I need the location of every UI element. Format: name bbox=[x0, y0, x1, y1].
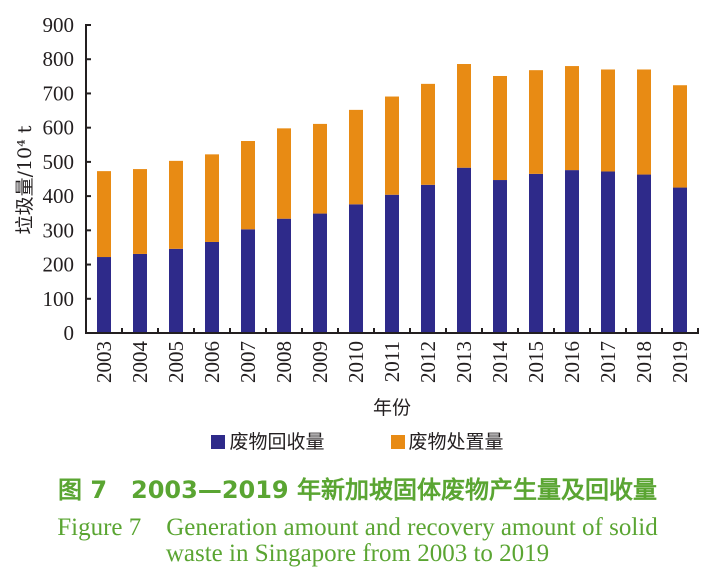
y-tick-label: 600 bbox=[43, 116, 75, 140]
bar-recovery-2007 bbox=[241, 229, 255, 333]
legend: 废物回收量 废物处置量 bbox=[0, 427, 715, 454]
x-tick-label: 2005 bbox=[164, 341, 188, 383]
legend-swatch-disposal bbox=[390, 435, 405, 449]
y-tick-label: 700 bbox=[43, 81, 75, 105]
x-axis: 2003 2004 2005 2006 2007 2008 2009 2010 2011 2012… bbox=[92, 328, 699, 384]
bar-disposal-2006 bbox=[205, 154, 219, 242]
bar-recovery-2009 bbox=[313, 213, 327, 333]
legend-label-disposal: 废物处置量 bbox=[408, 431, 504, 453]
bar-disposal-2018 bbox=[637, 69, 651, 175]
bar-disposal-2009 bbox=[313, 123, 327, 214]
x-tick-label: 2019 bbox=[668, 341, 692, 383]
bar-recovery-2019 bbox=[673, 187, 687, 333]
y-tick-label: 300 bbox=[43, 218, 75, 242]
y-tick-label: 800 bbox=[43, 47, 75, 71]
bar-recovery-2011 bbox=[385, 194, 399, 333]
bar-disposal-2015 bbox=[529, 70, 543, 174]
x-tick-label: 2006 bbox=[200, 341, 224, 383]
bar-recovery-2005 bbox=[169, 248, 183, 333]
x-tick-label: 2003 bbox=[92, 341, 116, 383]
x-axis-title: 年份 bbox=[373, 397, 411, 419]
bar-disposal-2011 bbox=[385, 96, 399, 195]
bars bbox=[97, 64, 687, 333]
figure-caption-en-line2: waste in Singapore from 2003 to 2019 bbox=[165, 540, 550, 567]
bar-recovery-2003 bbox=[97, 257, 111, 333]
bar-recovery-2012 bbox=[421, 184, 435, 333]
y-tick-label: 100 bbox=[43, 287, 75, 311]
bar-disposal-2007 bbox=[241, 141, 255, 230]
legend-label-recovery: 废物回收量 bbox=[229, 431, 325, 453]
bar-disposal-2010 bbox=[349, 109, 363, 205]
x-tick-label: 2014 bbox=[488, 341, 512, 384]
y-tick-label: 200 bbox=[43, 253, 75, 277]
legend-swatch-recovery bbox=[211, 435, 226, 449]
y-tick-label: 400 bbox=[43, 184, 75, 208]
bar-recovery-2017 bbox=[601, 171, 615, 333]
x-tick-label: 2012 bbox=[416, 341, 440, 383]
y-axis: 0 100 200 300 400 500 600 700 800 900 bbox=[43, 13, 91, 345]
bar-recovery-2013 bbox=[457, 167, 471, 333]
x-tick-label: 2011 bbox=[380, 341, 404, 382]
bar-disposal-2012 bbox=[421, 83, 435, 185]
bar-recovery-2010 bbox=[349, 204, 363, 333]
x-tick-label: 2015 bbox=[524, 341, 548, 383]
bar-recovery-2004 bbox=[133, 253, 147, 333]
y-tick-label: 0 bbox=[64, 321, 75, 345]
bar-recovery-2008 bbox=[277, 218, 291, 333]
legend-item-disposal: 废物处置量 bbox=[390, 427, 504, 454]
figure-caption-cn: 图 7 2003—2019 年新加坡固体废物产生量及回收量 bbox=[57, 476, 657, 504]
bar-disposal-2019 bbox=[673, 85, 687, 188]
bar-disposal-2005 bbox=[169, 160, 183, 249]
legend-item-recovery: 废物回收量 bbox=[211, 427, 324, 454]
bar-recovery-2015 bbox=[529, 173, 543, 333]
y-tick-label: 500 bbox=[43, 150, 75, 174]
x-tick-label: 2008 bbox=[272, 341, 296, 383]
figure-caption-en-line1: Figure 7 Generation amount and recovery … bbox=[57, 514, 658, 541]
bar-disposal-2017 bbox=[601, 69, 615, 172]
bar-recovery-2016 bbox=[565, 170, 579, 333]
bar-recovery-2006 bbox=[205, 241, 219, 333]
y-axis-title: 垃圾量/10⁴ t bbox=[14, 125, 36, 234]
bar-disposal-2008 bbox=[277, 128, 291, 219]
x-tick-label: 2013 bbox=[452, 341, 476, 383]
x-tick-label: 2018 bbox=[632, 341, 656, 383]
x-tick-label: 2010 bbox=[344, 341, 368, 383]
x-tick-label: 2016 bbox=[560, 341, 584, 383]
bar-disposal-2004 bbox=[133, 169, 147, 254]
bar-disposal-2013 bbox=[457, 64, 471, 168]
bar-recovery-2014 bbox=[493, 180, 507, 333]
bar-disposal-2003 bbox=[97, 171, 111, 258]
bar-disposal-2014 bbox=[493, 75, 507, 181]
x-tick-label: 2007 bbox=[236, 341, 260, 383]
y-tick-label: 900 bbox=[43, 13, 75, 37]
x-tick-label: 2004 bbox=[128, 341, 152, 384]
bar-recovery-2018 bbox=[637, 174, 651, 333]
x-tick-label: 2017 bbox=[596, 341, 620, 383]
bar-disposal-2016 bbox=[565, 66, 579, 171]
x-tick-label: 2009 bbox=[308, 341, 332, 383]
